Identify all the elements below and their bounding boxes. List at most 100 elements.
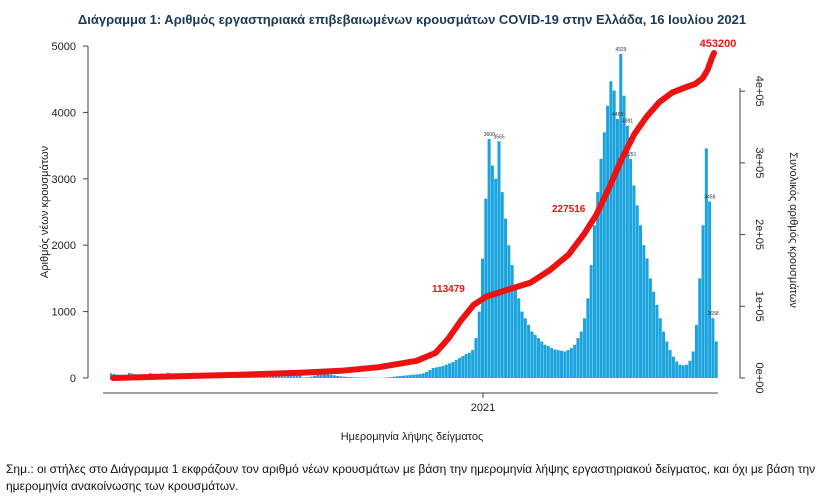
bar (592, 225, 596, 378)
bar (278, 374, 281, 378)
bar (615, 119, 619, 378)
bar (395, 376, 399, 378)
bar-value-label: 4468 (612, 112, 623, 118)
bar (497, 141, 501, 378)
bar (517, 298, 521, 378)
bar (425, 372, 429, 378)
bar (332, 375, 336, 378)
bar-value-label: 4329 (615, 47, 626, 53)
bar (543, 344, 547, 378)
bar (461, 356, 465, 378)
bar-value-label: 3600 (484, 132, 495, 138)
bar (477, 311, 481, 378)
bar (402, 375, 406, 378)
bar (355, 377, 359, 378)
bar (309, 376, 313, 378)
bar (688, 360, 692, 378)
bar (681, 365, 685, 378)
right-tick-label: 0e+00 (753, 363, 765, 394)
left-tick-label: 4000 (52, 107, 76, 119)
right-tick-label: 2e+05 (753, 219, 765, 250)
bar (349, 377, 353, 378)
bar (398, 376, 402, 378)
x-axis-label: Ημερομηνία λήψης δείγματος (341, 431, 484, 443)
bar (454, 360, 458, 378)
bar (685, 364, 689, 378)
bar (563, 351, 567, 378)
bar (339, 376, 343, 378)
bar (648, 278, 652, 378)
bar (668, 350, 672, 378)
bar (504, 218, 508, 378)
bar (635, 205, 639, 378)
right-tick-label: 1e+05 (753, 291, 765, 322)
bar (296, 374, 299, 378)
bar (421, 373, 425, 378)
bar (556, 350, 560, 378)
bar (263, 375, 266, 378)
left-tick-label: 2000 (52, 240, 76, 252)
bar (385, 377, 389, 378)
annotation-cumulative-1: 113479 (432, 284, 465, 295)
bar (352, 377, 356, 378)
bar (316, 374, 320, 378)
bar (388, 377, 392, 378)
bar (652, 291, 656, 378)
chart-footnote: Σημ.: οι στήλες στο Διάγραμμα 1 εκφράζου… (6, 462, 816, 493)
bar (434, 367, 438, 378)
bar (589, 265, 593, 378)
bar (418, 374, 422, 378)
bar (619, 53, 623, 379)
bar (586, 298, 590, 378)
bar (336, 376, 340, 378)
bar (583, 318, 587, 378)
bar (510, 265, 514, 378)
bar (471, 350, 475, 378)
bar (606, 105, 610, 378)
bar (346, 377, 350, 378)
bar (639, 225, 642, 378)
bar (527, 324, 531, 378)
bar (675, 361, 679, 378)
bar (448, 363, 452, 378)
covid-cases-chart: Διάγραμμα 1: Αριθμός εργαστηριακά επιβεβ… (39, 12, 799, 443)
annotation-cumulative-2: 227516 (552, 204, 586, 215)
bar (632, 185, 636, 378)
bar (678, 364, 682, 378)
bar (319, 373, 323, 378)
bar (467, 352, 471, 378)
bar (326, 374, 330, 378)
bar (530, 331, 534, 378)
bar (431, 368, 435, 378)
bar (612, 90, 616, 379)
bar (266, 376, 269, 378)
bar (323, 372, 327, 378)
bar (609, 81, 613, 378)
bar (415, 374, 419, 378)
bar-value-label: 4881 (622, 119, 633, 125)
bar (579, 331, 583, 378)
bar (599, 158, 603, 378)
bar (550, 348, 554, 378)
bar (625, 125, 629, 379)
left-tick-label: 1000 (52, 307, 76, 319)
bar (708, 201, 712, 378)
bar (665, 341, 669, 378)
bar (411, 374, 415, 378)
bar (481, 258, 485, 378)
bar (438, 366, 442, 378)
bar (629, 158, 633, 378)
bar (701, 225, 705, 378)
bar (520, 311, 524, 378)
x-axis: 2021 (103, 392, 718, 414)
bar (560, 350, 564, 378)
left-y-axis: 0 1000 2000 3000 4000 5000 (52, 41, 89, 385)
bar (457, 358, 461, 378)
bars-layer (110, 53, 718, 379)
bar-value-label: 3565 (494, 134, 505, 140)
cumulative-cases-line (110, 50, 717, 381)
bar (566, 350, 570, 378)
bar (474, 338, 478, 378)
bar (284, 376, 287, 378)
